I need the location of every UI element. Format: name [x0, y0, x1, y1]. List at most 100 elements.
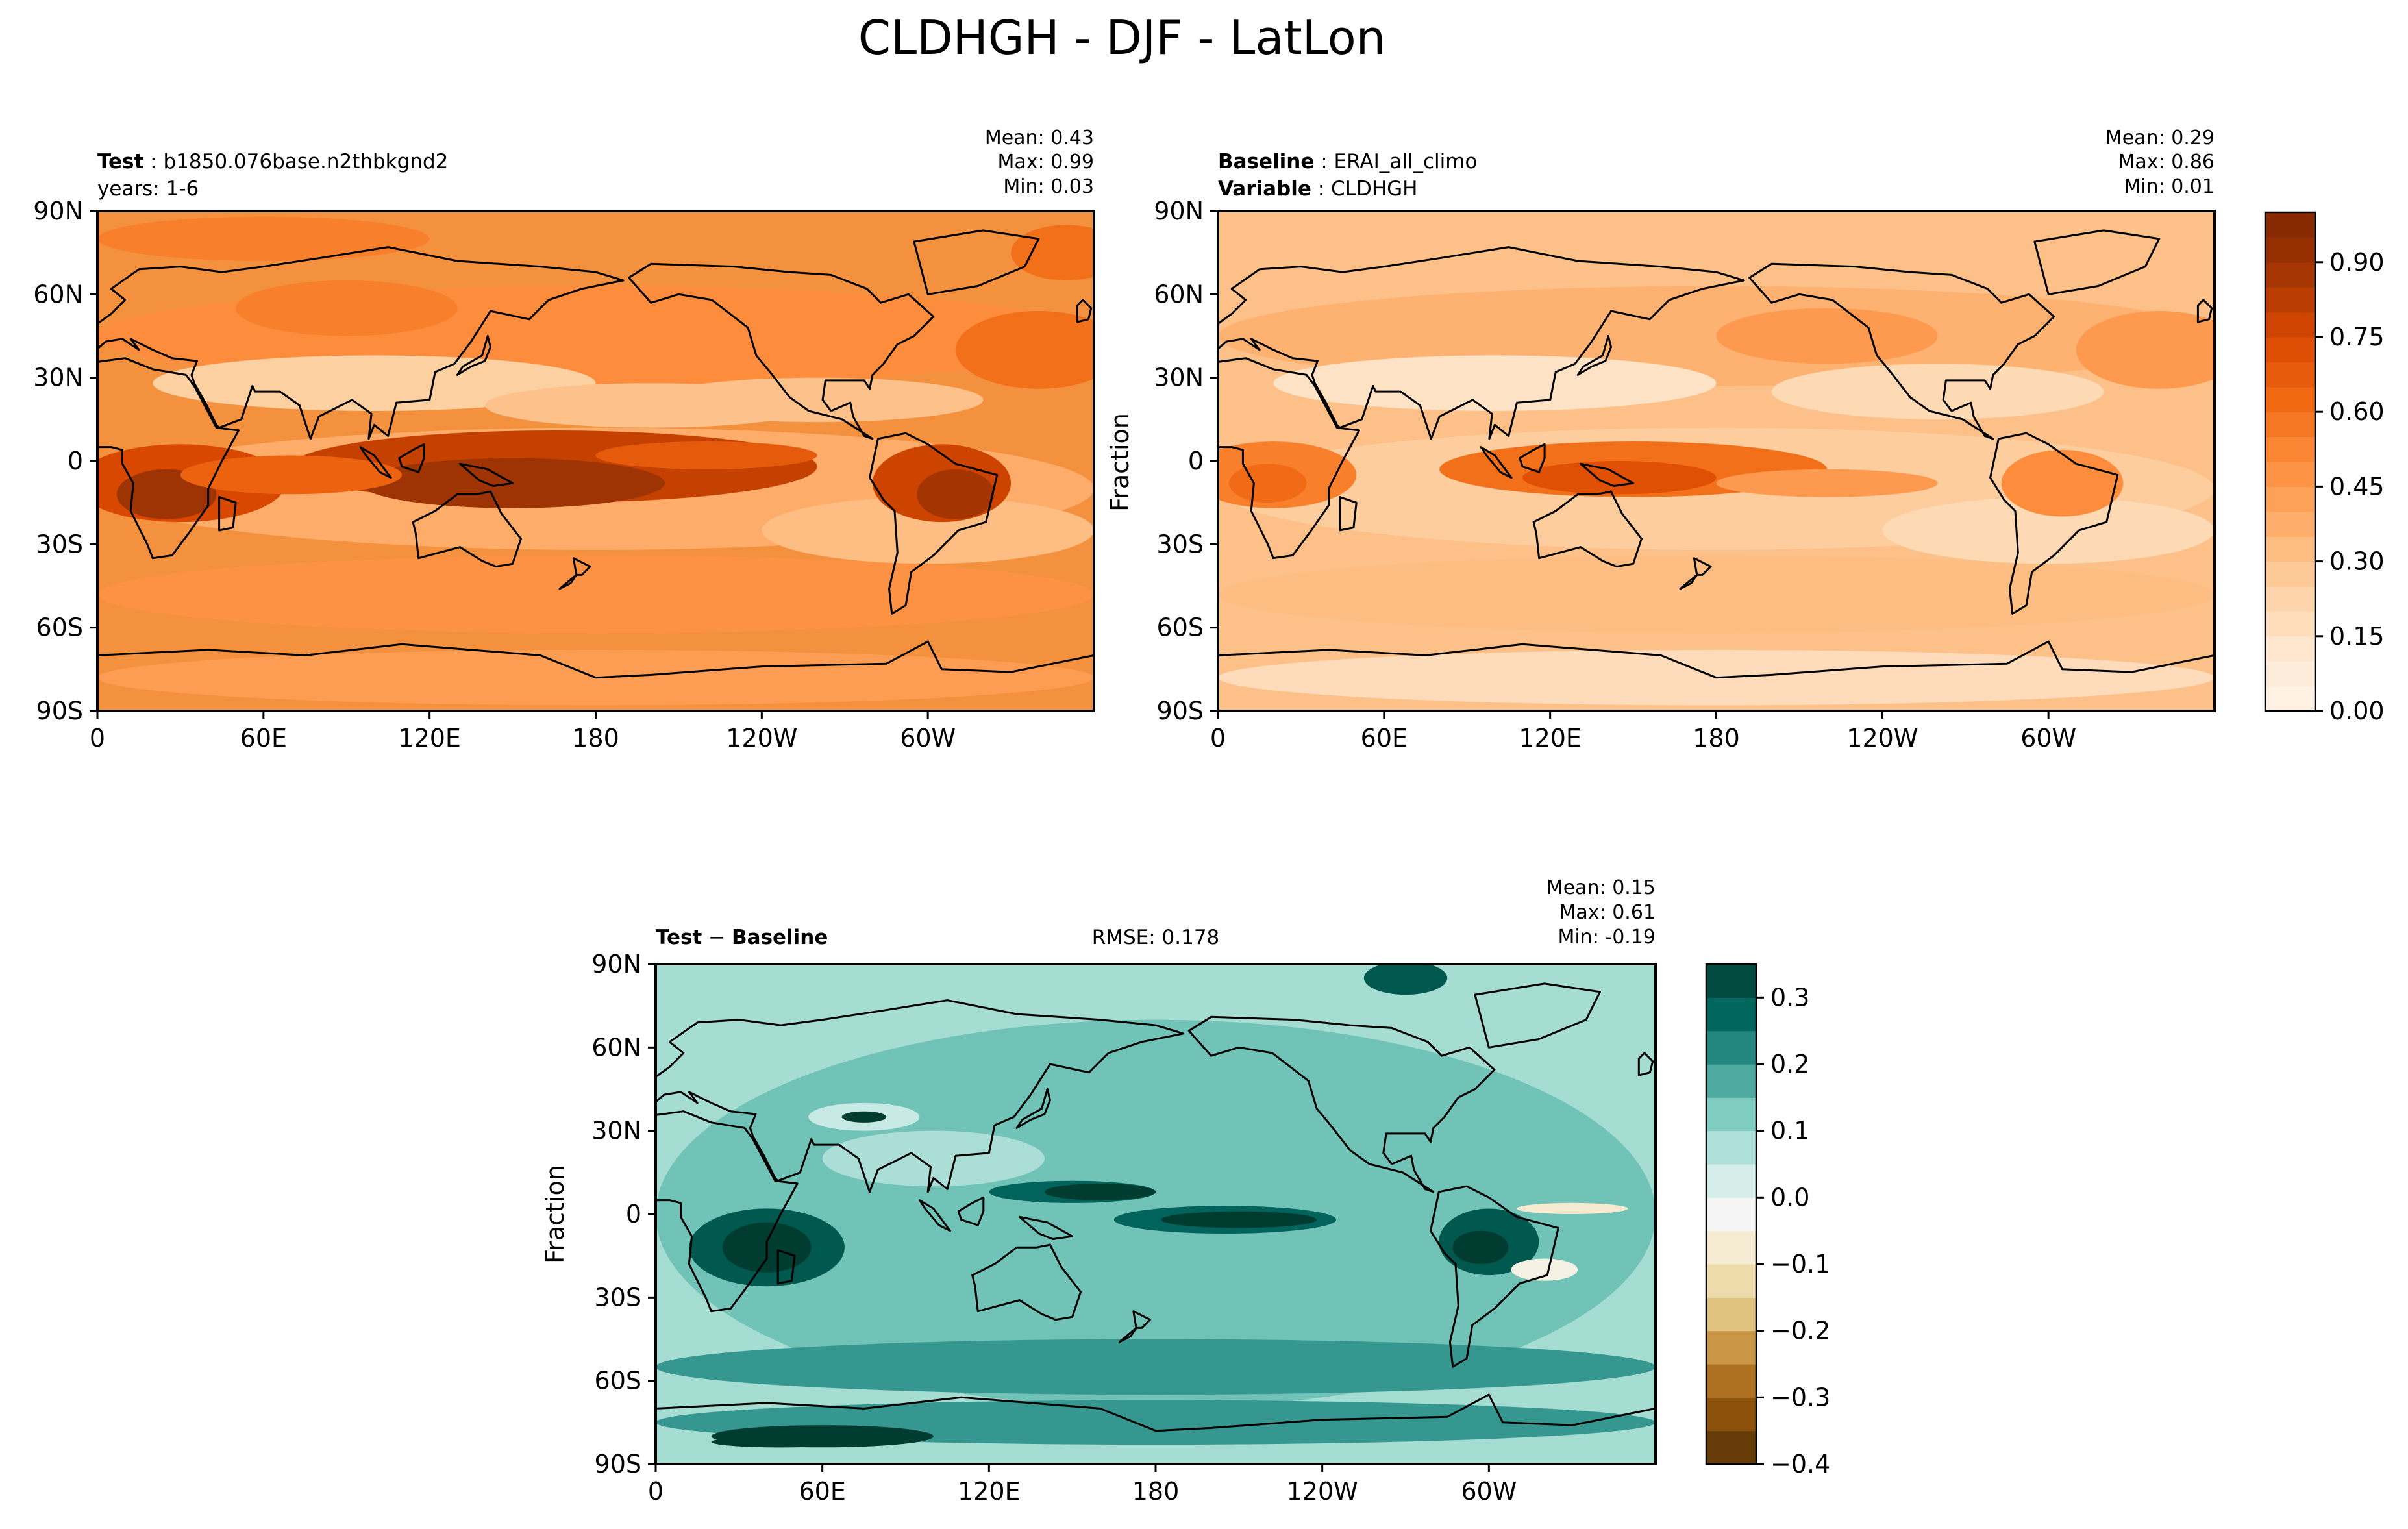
y-tick-label: 0 — [68, 447, 83, 475]
coastline — [776, 1249, 796, 1285]
coastline — [456, 335, 491, 376]
test-axes-ticks: 0 60E 120E 180 120W 60W 90N 60N 30N 0 30S 60S 90S — [33, 197, 956, 752]
y-tick-label: 60N — [591, 1033, 641, 1062]
coastline — [957, 1196, 985, 1226]
colorbar-band — [2265, 586, 2315, 612]
coastline — [1637, 1052, 1654, 1076]
coastline — [628, 262, 935, 440]
colorbar-tick-label: 0.00 — [2329, 697, 2385, 725]
colorbar-band — [2265, 511, 2315, 537]
coastline — [97, 357, 240, 560]
baseline-variable-value: CLDHGH — [1331, 177, 1417, 201]
coastline — [2033, 229, 2161, 295]
x-tick-label: 0 — [648, 1477, 664, 1506]
field-contour — [1511, 1258, 1578, 1281]
colorbar-band — [2265, 337, 2315, 362]
field-contour — [1044, 1184, 1156, 1200]
field-contour — [2076, 311, 2215, 389]
diff-coastlines — [656, 982, 1656, 1464]
colorbar-tick-label: −0.4 — [1770, 1450, 1830, 1478]
test-coastlines — [97, 229, 1094, 711]
field-contour — [955, 311, 1094, 389]
colorbar-band — [1706, 1297, 1756, 1332]
colorbar-tick-label: 0.60 — [2329, 397, 2385, 426]
diff-axes-ticks: 0 60E 120E 180 120W 60W 90N 60N 30N 0 30S 60S 90S — [591, 950, 1517, 1506]
baseline-field-blobs — [1218, 286, 2215, 706]
x-tick-label: 60W — [900, 724, 956, 752]
colorbar-band — [2265, 287, 2315, 313]
diff-field — [656, 964, 1656, 1464]
colorbar-band — [2265, 486, 2315, 512]
baseline-field — [1218, 211, 2215, 711]
colorbar-band — [1706, 1397, 1756, 1432]
colorbar-band — [2265, 262, 2315, 288]
colorbar-band — [2265, 212, 2315, 238]
diff-header-baseline: Baseline — [732, 926, 828, 949]
field-contour — [1161, 1211, 1317, 1228]
x-tick-label: 120E — [1519, 724, 1582, 752]
x-tick-label: 60E — [799, 1477, 845, 1506]
field-contour — [656, 1339, 1656, 1395]
colorbar-band — [1706, 964, 1756, 998]
coastline — [1679, 573, 1698, 590]
colorbar-band — [2265, 561, 2315, 587]
baseline-header-line1: Baseline : ERAI_all_climo — [1218, 150, 1477, 173]
x-tick-label: 120W — [1287, 1477, 1358, 1506]
colorbar-tick-label: 0.15 — [2329, 622, 2385, 651]
colorbar-band — [2265, 312, 2315, 338]
field-contour — [711, 1436, 850, 1448]
colorbar-band — [1706, 1264, 1756, 1298]
coastline — [1187, 1015, 1496, 1193]
colorbar-band — [1706, 1364, 1756, 1398]
coastline — [97, 246, 625, 440]
colorbar-band — [2265, 536, 2315, 562]
coastline — [656, 1110, 799, 1313]
diff-header: Test − Baseline — [656, 926, 828, 949]
field-contour — [180, 455, 403, 495]
diff-field-blobs — [656, 964, 1656, 1448]
colorbar-difference-frame — [1705, 963, 1757, 1465]
coastline — [1748, 262, 2055, 440]
coastline — [1218, 246, 1745, 440]
colorbar-band — [1706, 1130, 1756, 1165]
colorbar-band — [2265, 636, 2315, 662]
colorbar-fraction: 0.00 0.15 0.30 0.45 0.60 0.75 0.90 — [2264, 211, 2385, 725]
coastline — [1532, 490, 1643, 568]
baseline-coastlines — [1218, 229, 2215, 711]
coastline — [558, 573, 578, 590]
diff-stat-mean: Mean: 0.15 — [1546, 876, 1656, 899]
colorbar-band — [2265, 436, 2315, 462]
y-tick-label: 30N — [591, 1117, 641, 1145]
diff-stat-max: Max: 0.61 — [1559, 901, 1656, 924]
coastline — [1218, 357, 1360, 560]
field-contour — [153, 355, 596, 411]
field-contour — [1273, 355, 1717, 411]
coastline — [2196, 299, 2213, 323]
coastline — [1519, 443, 1546, 473]
coastline — [1576, 335, 1612, 376]
field-contour — [1882, 497, 2215, 564]
field-contour — [97, 555, 1094, 634]
x-tick-label: 0 — [90, 724, 105, 752]
field-contour — [822, 1130, 1045, 1187]
y-tick-label: 30N — [1154, 364, 1204, 392]
coastline — [1474, 982, 1601, 1049]
colorbar-band — [2265, 686, 2315, 712]
x-tick-label: 120W — [1846, 724, 1918, 752]
coastline — [1015, 1088, 1051, 1129]
baseline-header-label: Baseline — [1218, 150, 1314, 173]
colorbar-fraction-bands — [2265, 212, 2315, 712]
coastline — [1580, 462, 1635, 487]
y-tick-label: 60S — [595, 1367, 641, 1395]
test-stat-max: Max: 0.99 — [998, 151, 1094, 173]
field-contour — [762, 497, 1094, 564]
y-tick-label: 90S — [1157, 697, 1204, 725]
x-tick-label: 60W — [1461, 1477, 1517, 1506]
coastline — [1118, 1326, 1137, 1343]
test-stat-mean: Mean: 0.43 — [985, 127, 1094, 149]
colorbar-tick-label: 0.2 — [1770, 1050, 1809, 1078]
colorbar-band — [1706, 1330, 1756, 1365]
x-tick-label: 120W — [726, 724, 797, 752]
coastline — [1018, 1215, 1074, 1240]
